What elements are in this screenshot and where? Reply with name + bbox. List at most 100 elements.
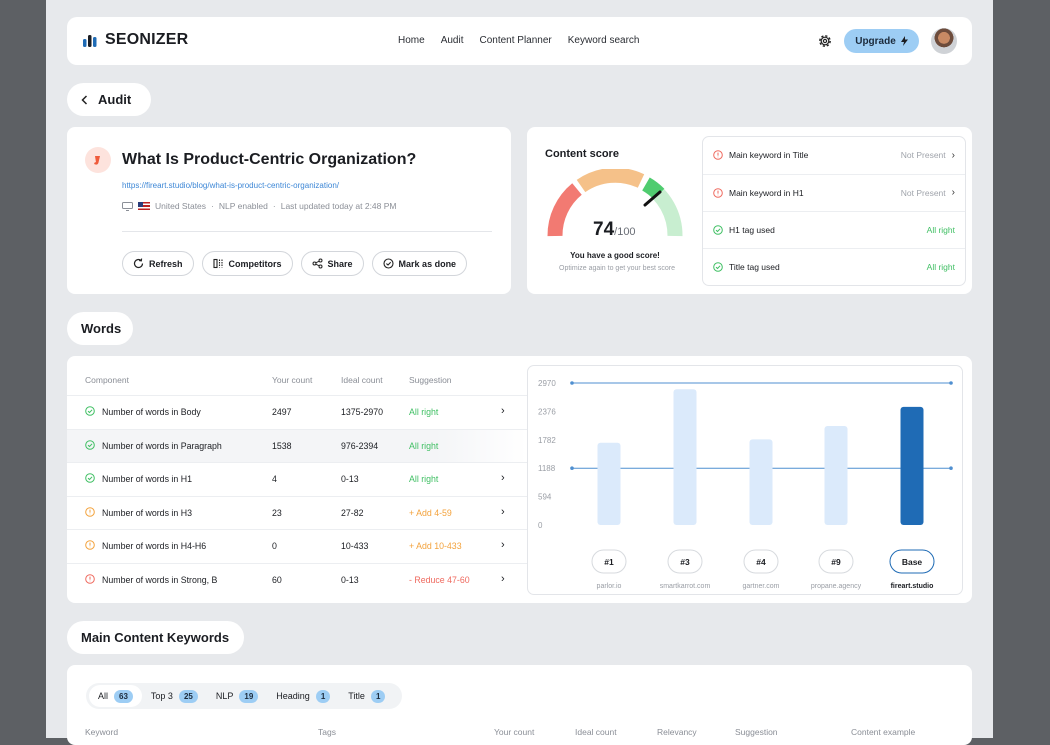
row-your-count: 1538 bbox=[272, 440, 292, 451]
check-label: Main keyword in H1 bbox=[729, 187, 804, 198]
nav-home[interactable]: Home bbox=[398, 35, 425, 46]
col-header-content-example: Content example bbox=[851, 727, 916, 737]
nav-keyword-search[interactable]: Keyword search bbox=[567, 35, 640, 46]
meta-separator: · bbox=[272, 201, 276, 211]
category-pill[interactable] bbox=[743, 549, 779, 574]
word-count-chart-svg: 2970 2376 1782 1188 594 0 #1 parlor.io #3 smartka… bbox=[538, 379, 953, 590]
category-pill[interactable] bbox=[889, 549, 935, 574]
tab-heading[interactable]: Heading 1 bbox=[267, 685, 339, 707]
brand-logo[interactable]: SEONIZER bbox=[83, 31, 188, 49]
y-tick-label: 2970 bbox=[538, 379, 556, 388]
words-card: Component Your count Ideal count Suggest… bbox=[67, 356, 972, 603]
row-suggestion: - Reduce 47-60 bbox=[409, 574, 470, 585]
chevron-right-icon[interactable]: › bbox=[501, 405, 505, 417]
reference-line-dot bbox=[570, 381, 574, 385]
tab-title[interactable]: Title 1 bbox=[339, 685, 394, 707]
article-url[interactable]: https://fireart.studio/blog/what-is-prod… bbox=[122, 181, 339, 190]
check-circle-icon bbox=[713, 261, 723, 272]
chart-bar[interactable] bbox=[673, 389, 697, 525]
site-label: gartner.com bbox=[743, 583, 780, 590]
back-button[interactable]: Audit bbox=[67, 83, 151, 116]
chevron-right-icon: › bbox=[951, 149, 955, 161]
back-label: Audit bbox=[98, 92, 132, 107]
article-country: United States bbox=[155, 201, 207, 211]
table-row[interactable]: Number of words in H4-H6 0 10-433 + Add 10-… bbox=[67, 529, 527, 562]
category-pill[interactable] bbox=[591, 549, 627, 574]
col-header-component: Component bbox=[85, 375, 129, 385]
site-label: smartkarrot.com bbox=[660, 583, 711, 590]
tab-label: All bbox=[98, 691, 109, 701]
score-max: /100 bbox=[614, 226, 636, 238]
reference-line-dot bbox=[949, 466, 953, 470]
main-nav: Home Audit Content Planner Keyword searc… bbox=[398, 35, 639, 46]
chart-bar[interactable] bbox=[749, 439, 773, 525]
tab-all[interactable]: All 63 bbox=[89, 685, 142, 707]
tab-nlp[interactable]: NLP 19 bbox=[207, 685, 267, 707]
category-label: #4 bbox=[756, 557, 766, 567]
row-your-count: 0 bbox=[272, 541, 277, 551]
row-component: Number of words in Body bbox=[102, 407, 201, 417]
avatar[interactable] bbox=[931, 28, 957, 54]
row-ideal-count: 27-82 bbox=[341, 507, 364, 518]
chart-bar[interactable] bbox=[824, 426, 848, 525]
row-component: Number of words in H4-H6 bbox=[102, 541, 207, 551]
y-tick-label: 1782 bbox=[538, 436, 556, 445]
tab-label: Heading bbox=[276, 691, 310, 701]
competitors-button[interactable]: Competitors bbox=[201, 251, 293, 276]
brand-name: SEONIZER bbox=[105, 31, 189, 48]
top-bar: SEONIZER Home Audit Content Planner Keyw… bbox=[67, 17, 972, 65]
row-suggestion: All right bbox=[409, 474, 439, 484]
check-circle-icon bbox=[85, 406, 95, 416]
y-tick-label: 1188 bbox=[538, 464, 556, 473]
columns-icon bbox=[212, 258, 223, 269]
chevron-right-icon[interactable]: › bbox=[501, 572, 505, 585]
table-row[interactable]: Number of words in Paragraph 1538 976-2394… bbox=[67, 428, 527, 462]
table-row[interactable]: Number of words in H1 4 0-13 All right › bbox=[67, 462, 527, 495]
tab-top-3[interactable]: Top 3 25 bbox=[142, 685, 207, 707]
share-icon bbox=[312, 258, 323, 269]
row-your-count: 23 bbox=[272, 507, 282, 518]
chevron-right-icon: › bbox=[951, 187, 955, 198]
share-button[interactable]: Share bbox=[300, 251, 364, 276]
category-pill[interactable] bbox=[667, 549, 703, 574]
row-ideal-count: 10-433 bbox=[341, 541, 369, 551]
check-circle-icon bbox=[382, 258, 394, 269]
category-pill[interactable] bbox=[818, 549, 854, 574]
chart-bar[interactable] bbox=[597, 442, 621, 525]
table-row[interactable]: Number of words in Strong, B 60 0-13 - Redu… bbox=[67, 562, 527, 596]
table-row[interactable]: Number of words in Body 2497 1375-2970 All … bbox=[67, 395, 527, 428]
chart-bar[interactable] bbox=[900, 406, 924, 525]
mark-as-done-button[interactable]: Mark as done bbox=[371, 251, 468, 276]
gear-icon[interactable] bbox=[817, 33, 833, 49]
check-status: All right bbox=[926, 261, 955, 272]
site-favicon-icon bbox=[85, 147, 111, 173]
tab-count-badge: 19 bbox=[239, 689, 259, 703]
refresh-button[interactable]: Refresh bbox=[122, 251, 194, 276]
col-header-suggestion: Suggestion bbox=[735, 727, 778, 737]
row-component: Number of words in Paragraph bbox=[102, 440, 222, 451]
score-number: 74 bbox=[593, 219, 615, 240]
chevron-right-icon[interactable]: › bbox=[501, 539, 505, 551]
alert-icon bbox=[713, 187, 723, 198]
check-row[interactable]: Main keyword in Title Not Present › bbox=[703, 137, 965, 173]
words-section-title: Words bbox=[67, 312, 133, 345]
table-row[interactable]: Number of words in H3 23 27-82 + Add 4-59 › bbox=[67, 495, 527, 529]
tab-label: Top 3 bbox=[150, 691, 173, 701]
upgrade-button[interactable]: Upgrade bbox=[844, 29, 919, 53]
chevron-right-icon[interactable]: › bbox=[501, 472, 505, 484]
row-your-count: 4 bbox=[272, 474, 277, 484]
check-row[interactable]: Main keyword in H1 Not Present › bbox=[703, 174, 965, 210]
col-header-your-count: Your count bbox=[494, 727, 535, 737]
row-component: Number of words in H3 bbox=[102, 507, 192, 518]
nav-audit[interactable]: Audit bbox=[440, 35, 464, 46]
divider bbox=[122, 231, 492, 232]
chevron-right-icon[interactable]: › bbox=[501, 505, 505, 518]
nav-content-planner[interactable]: Content Planner bbox=[479, 35, 552, 46]
row-your-count: 2497 bbox=[272, 407, 292, 417]
mark-as-done-label: Mark as done bbox=[398, 258, 457, 269]
us-flag-icon bbox=[138, 202, 150, 210]
seo-checks-list: Main keyword in Title Not Present › Main… bbox=[702, 136, 966, 286]
chevron-left-icon bbox=[81, 94, 88, 105]
logo-icon bbox=[83, 35, 97, 47]
app-frame: SEONIZER Home Audit Content Planner Keyw… bbox=[46, 0, 993, 745]
